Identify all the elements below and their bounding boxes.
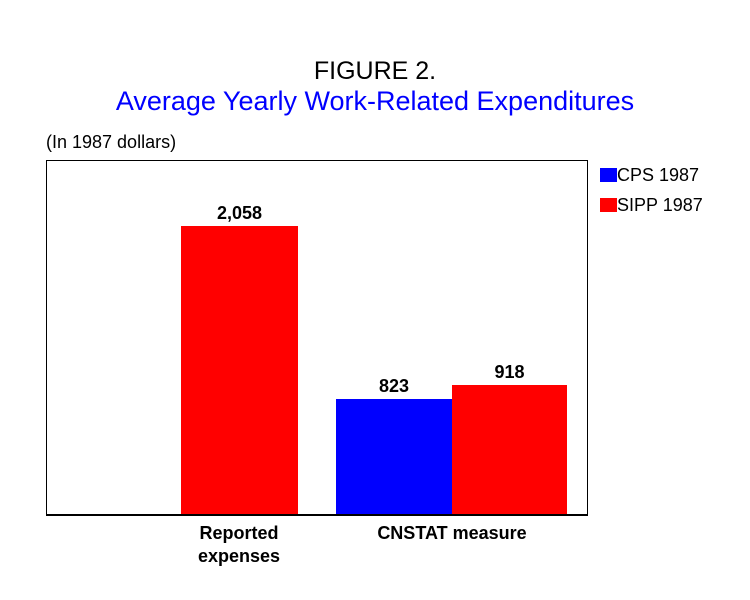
bar-group-cnstat-cps: 823	[336, 377, 452, 514]
legend-label-cps: CPS 1987	[617, 165, 700, 185]
category-label-cnstat-measure: CNSTAT measure	[377, 523, 527, 543]
bar-rect-sipp-cnstat	[452, 385, 567, 514]
figure-number: FIGURE 2.	[313, 57, 437, 85]
bar-value-label: 2,058	[216, 203, 263, 223]
legend-label-sipp: SIPP 1987	[617, 195, 703, 215]
category-label-reported-expenses: Reported expenses	[197, 523, 281, 566]
units-note: (In 1987 dollars)	[46, 132, 177, 152]
figure-title: Average Yearly Work-Related Expenditures	[115, 86, 635, 116]
bar-rect-sipp-reported	[181, 226, 298, 514]
legend-item-cps: CPS 1987	[600, 166, 703, 184]
legend-swatch-sipp-icon	[600, 198, 617, 212]
plot-area: 2,058 823 918	[46, 160, 588, 516]
bar-rect-cps-cnstat	[336, 399, 452, 514]
bar-value-label: 823	[378, 376, 410, 396]
legend-swatch-cps-icon	[600, 168, 617, 182]
bar-group-reported-sipp: 2,058	[181, 204, 298, 514]
legend: CPS 1987 SIPP 1987	[600, 166, 703, 214]
bar-value-label: 918	[494, 362, 525, 382]
legend-item-sipp: SIPP 1987	[600, 196, 703, 214]
bar-group-cnstat-sipp: 918	[452, 363, 567, 514]
